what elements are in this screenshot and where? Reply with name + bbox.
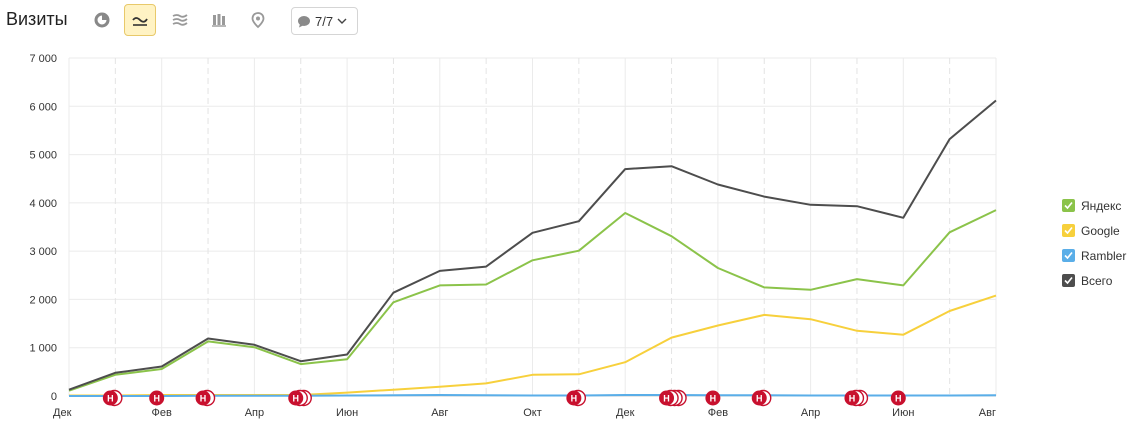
x-tick-label: Авг [979, 407, 996, 419]
x-tick-label: Апр [245, 407, 264, 419]
line-chart: 0 1 000 2 000 3 000 4 000 5 000 6 000 7 000 Дек Ф… [29, 53, 997, 419]
series-line-Rambler [69, 394, 997, 397]
annotation-label: Н [200, 394, 207, 404]
comments-filter-value: 7/7 [315, 13, 334, 29]
legend-item[interactable]: Google [1062, 218, 1126, 243]
comment-bubble-icon [298, 15, 310, 27]
legend-label: Всего [1081, 273, 1113, 288]
annotation-marker [288, 390, 304, 406]
chart-legend: Яндекс Google Rambler Всего [1062, 193, 1126, 293]
page-title: Визиты [6, 9, 68, 29]
x-tick-label: Фев [152, 407, 172, 419]
y-tick-label: 6 000 [29, 101, 57, 113]
bar-chart-icon [212, 14, 226, 27]
check-icon [1064, 201, 1073, 210]
annotation-label: Н [153, 394, 160, 404]
legend-label: Яндекс [1081, 198, 1122, 213]
legend-checkbox[interactable] [1062, 199, 1075, 212]
annotation-marker [751, 390, 767, 406]
y-tick-label: 7 000 [29, 53, 57, 65]
legend-item[interactable]: Всего [1062, 268, 1126, 293]
annotation-marker [102, 390, 118, 406]
legend-item[interactable]: Rambler [1062, 243, 1126, 268]
line-chart-icon [132, 17, 148, 26]
pie-chart-button[interactable] [86, 4, 118, 36]
chart-toolbar: Визиты [0, 0, 1137, 44]
legend-checkbox[interactable] [1062, 249, 1075, 262]
map-button[interactable] [242, 4, 274, 36]
annotation-marker [195, 390, 211, 406]
check-icon [1064, 226, 1073, 235]
series-line-Яндекс [68, 209, 997, 392]
y-tick-label: 0 [51, 391, 57, 403]
annotation-label: Н [293, 394, 300, 404]
comments-filter-dropdown[interactable]: 7/7 [291, 7, 358, 35]
legend-label: Google [1081, 223, 1120, 238]
annotation-label: Н [895, 394, 902, 404]
legend-item[interactable]: Яндекс [1062, 193, 1126, 218]
pie-chart-icon [94, 12, 110, 28]
annotation-marker [566, 390, 582, 406]
legend-label: Rambler [1081, 248, 1127, 263]
annotation-marker [890, 390, 906, 406]
y-tick-label: 3 000 [29, 246, 57, 258]
annotation-label: Н [756, 394, 763, 404]
x-tick-label: Дек [53, 407, 72, 419]
annotation-label: Н [710, 394, 717, 404]
series-line-Всего [68, 99, 997, 391]
x-tick-label: Дек [616, 407, 635, 419]
legend-checkbox[interactable] [1062, 224, 1075, 237]
line-chart-button[interactable] [124, 4, 156, 36]
annotation-marker [705, 390, 721, 406]
y-tick-label: 2 000 [29, 294, 57, 306]
y-tick-label: 1 000 [29, 343, 57, 355]
check-icon [1064, 251, 1073, 260]
x-tick-label: Фев [708, 407, 728, 419]
annotation-marker [844, 390, 860, 406]
annotation-label: Н [663, 394, 670, 404]
y-tick-label: 5 000 [29, 150, 57, 162]
y-tick-label: 4 000 [29, 198, 57, 210]
x-tick-label: Июн [892, 407, 914, 419]
annotation-label: Н [107, 394, 114, 404]
map-pin-icon [251, 11, 265, 28]
check-icon [1064, 276, 1073, 285]
annotation-marker [659, 390, 675, 406]
annotation-label: Н [571, 394, 578, 404]
x-tick-label: Авг [431, 407, 448, 419]
x-tick-label: Окт [523, 407, 542, 419]
annotation-label: Н [849, 394, 856, 404]
area-chart-button[interactable] [164, 4, 196, 36]
chevron-down-icon [337, 18, 347, 24]
bar-chart-button[interactable] [203, 4, 235, 36]
x-tick-label: Апр [801, 407, 820, 419]
annotation-marker [149, 390, 165, 406]
area-chart-icon [172, 14, 188, 26]
x-tick-label: Июн [336, 407, 358, 419]
legend-checkbox[interactable] [1062, 274, 1075, 287]
